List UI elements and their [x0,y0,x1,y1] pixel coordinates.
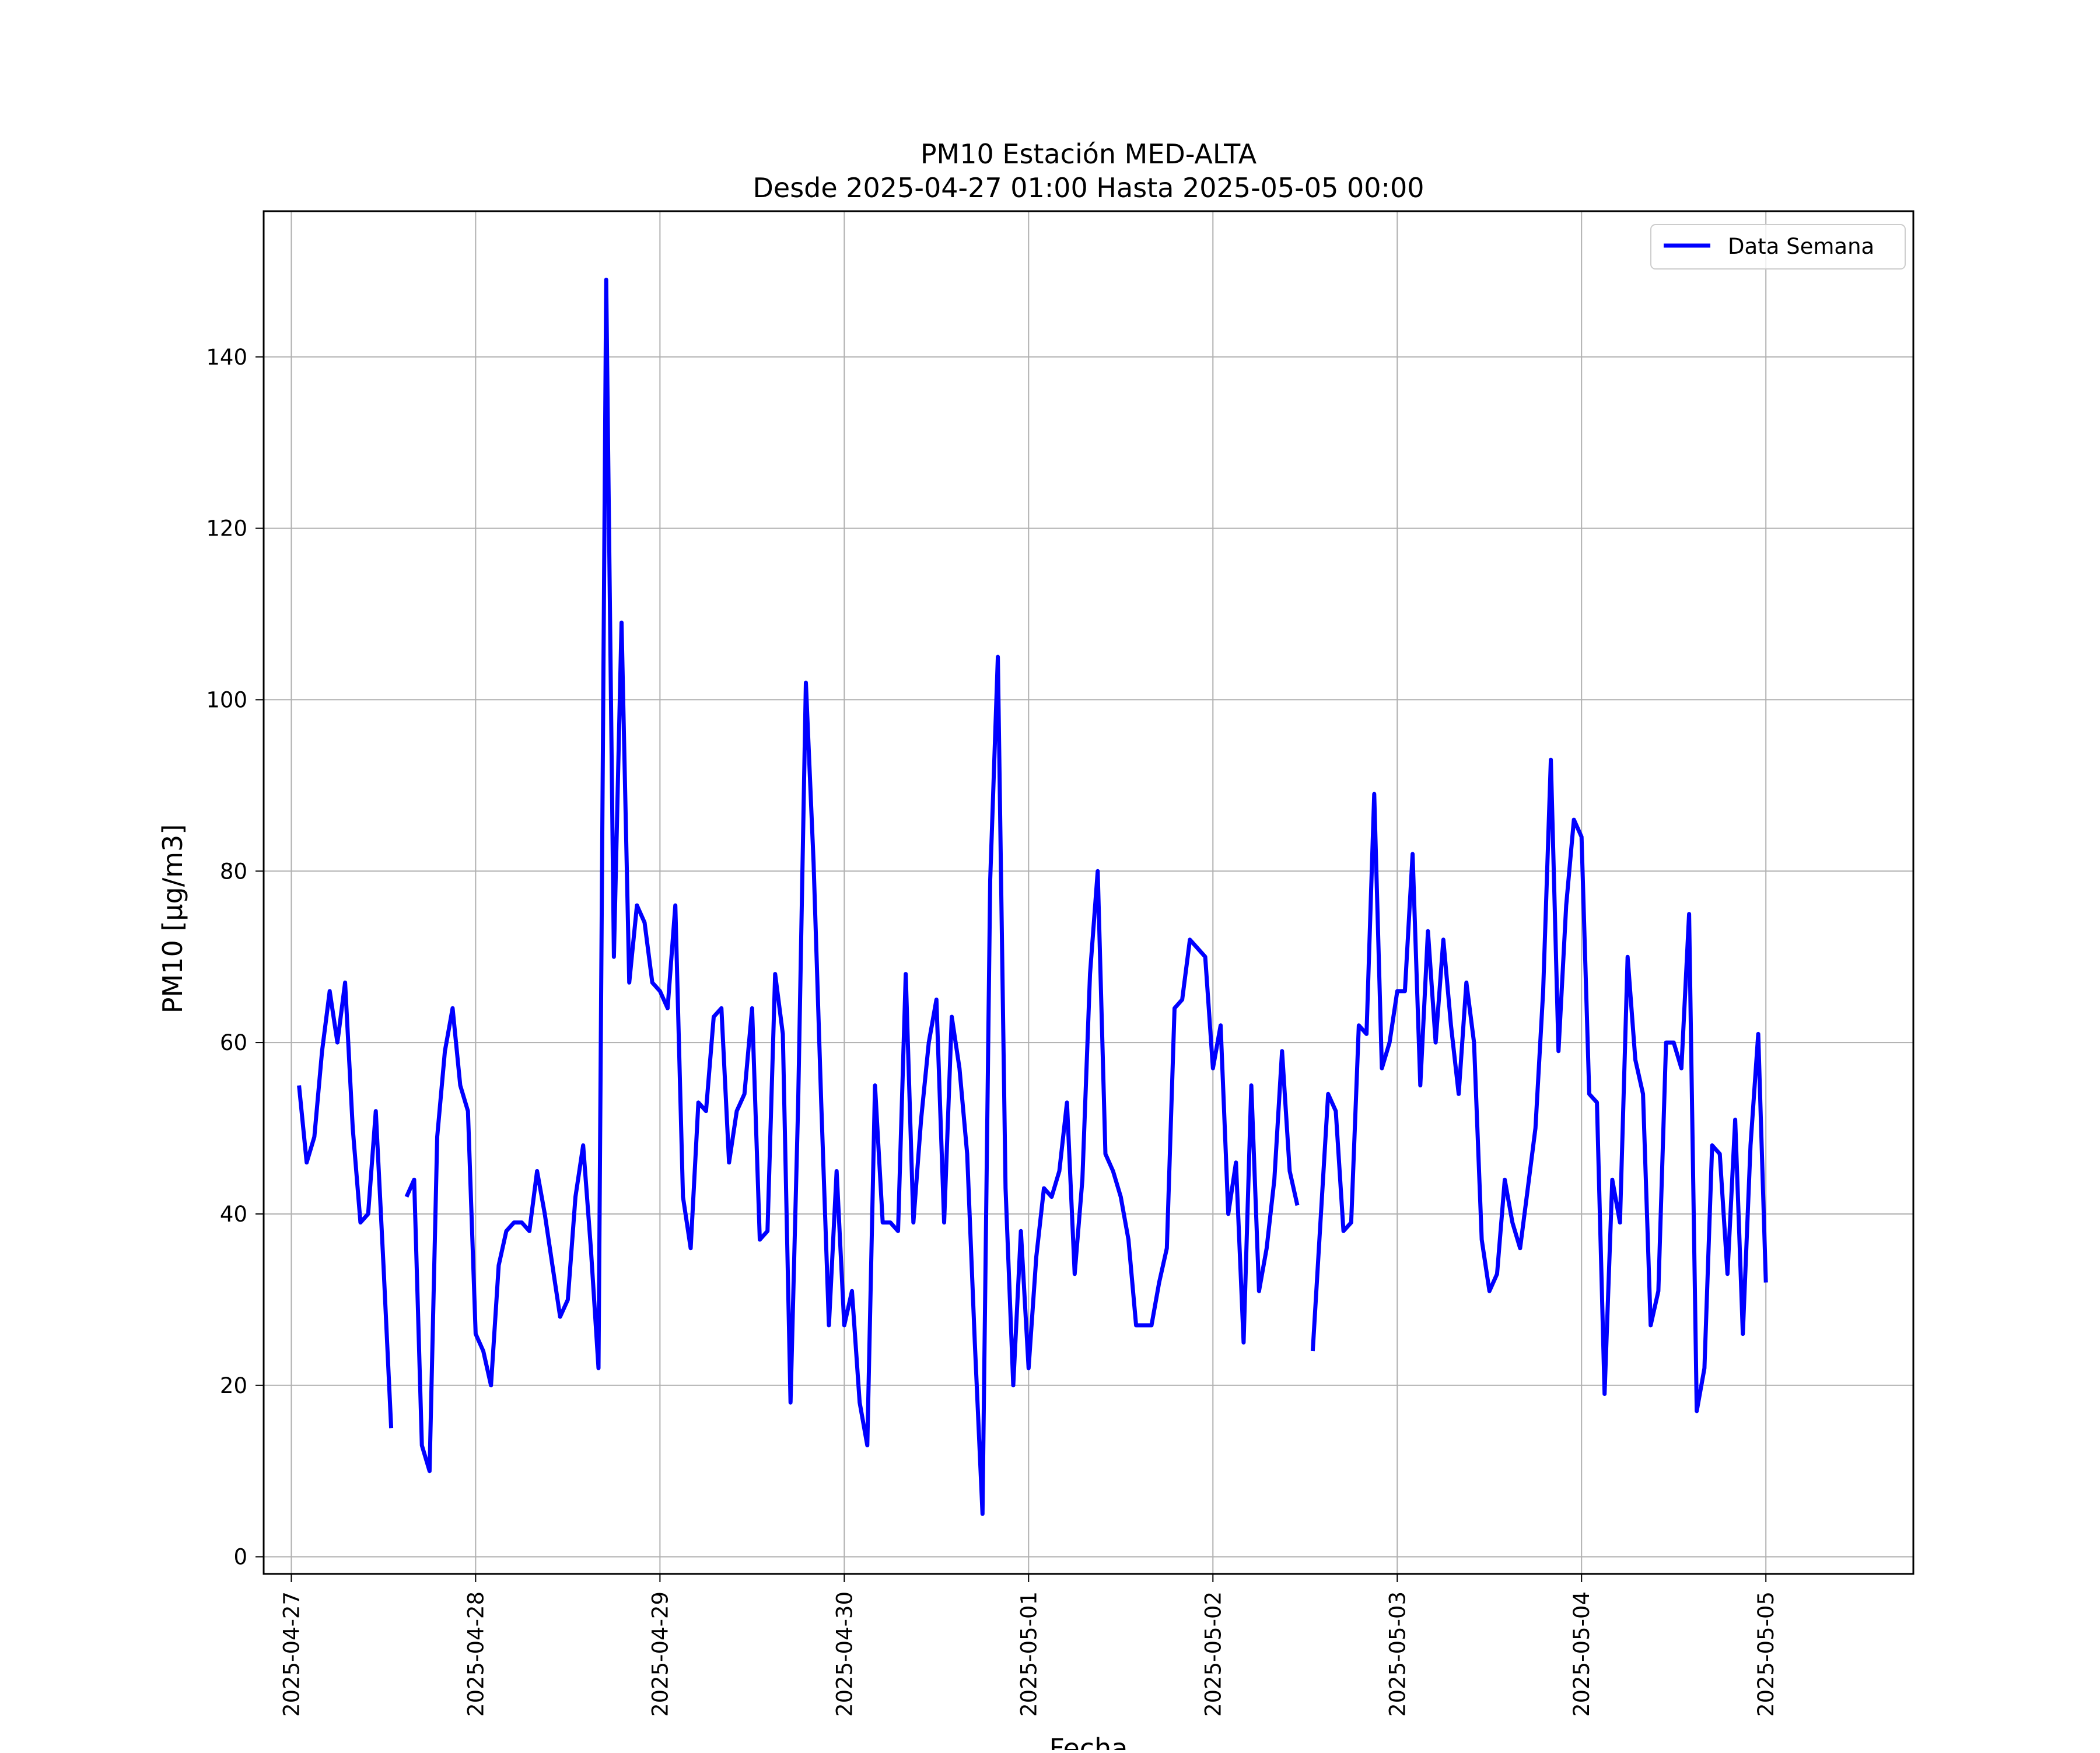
legend-label-data-semana: Data Semana [1728,234,1874,259]
x-tick-label: 2025-05-04 [1569,1591,1594,1717]
x-tick-label: 2025-04-30 [832,1591,857,1717]
x-axis: 2025-04-27 2025-04-28 2025-04-29 2025-04-30… [279,1574,1779,1717]
y-tick-label: 60 [220,1030,247,1055]
y-tick-label: 120 [206,516,247,541]
y-tick-label: 40 [220,1202,247,1227]
series-line-data-semana [1310,757,1768,1413]
x-tick-label: 2025-05-02 [1200,1591,1226,1717]
x-tick-label: 2025-04-27 [279,1591,304,1717]
series-line-data-semana [297,980,394,1429]
y-tick-label: 140 [206,345,247,370]
grid-lines [264,211,1913,1574]
x-tick-label: 2025-04-28 [463,1591,488,1717]
y-tick-label: 0 [233,1545,247,1570]
y-axis-label: PM10 [μg/m3] [157,824,188,1014]
chart-subtitle: Desde 2025-04-27 01:00 Hasta 2025-05-05 … [752,172,1424,204]
x-tick-label: 2025-05-05 [1754,1591,1779,1717]
x-tick-label: 2025-04-29 [648,1591,673,1717]
x-tick-label: 2025-05-01 [1016,1591,1041,1717]
legend-box [1650,224,1906,270]
chart-title: PM10 Estación MED-ALTA [921,138,1257,170]
y-tick-label: 100 [206,687,247,712]
y-axis: 0 20 40 60 80 100 120 140 [206,345,264,1570]
y-tick-label: 80 [220,859,247,884]
plot-area-frame [262,210,1915,1575]
y-tick-label: 20 [220,1373,247,1398]
legend: Data Semana [1650,224,1906,270]
series-line-data-semana [404,278,1300,1516]
x-axis-label: Fecha [1049,1733,1128,1750]
series-layer [297,278,1768,1516]
x-tick-label: 2025-05-03 [1385,1591,1410,1717]
